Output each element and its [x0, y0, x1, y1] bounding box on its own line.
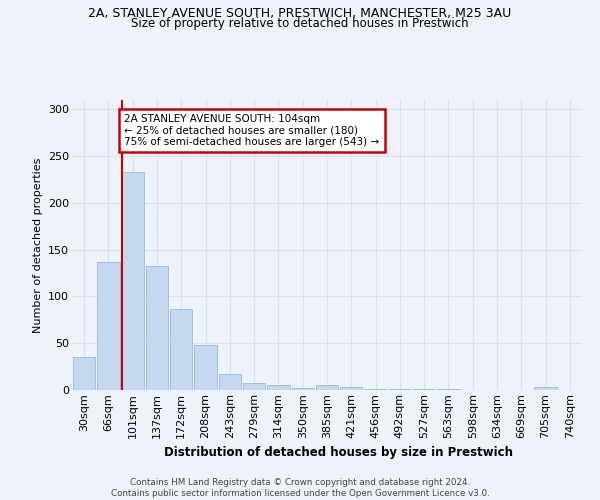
Text: Contains HM Land Registry data © Crown copyright and database right 2024.
Contai: Contains HM Land Registry data © Crown c… [110, 478, 490, 498]
Text: 2A, STANLEY AVENUE SOUTH, PRESTWICH, MANCHESTER, M25 3AU: 2A, STANLEY AVENUE SOUTH, PRESTWICH, MAN… [88, 8, 512, 20]
Bar [413, 389, 436, 390]
Bar [389, 389, 411, 390]
Bar [437, 389, 460, 390]
Bar [340, 387, 362, 390]
Y-axis label: Number of detached properties: Number of detached properties [32, 158, 43, 332]
Bar [267, 386, 290, 390]
Bar [364, 389, 387, 390]
Bar [194, 345, 217, 390]
Bar [243, 384, 265, 390]
Bar [97, 262, 119, 390]
Bar [170, 308, 193, 390]
Text: Distribution of detached houses by size in Prestwich: Distribution of detached houses by size … [164, 446, 514, 459]
Bar [146, 266, 168, 390]
Bar [292, 388, 314, 390]
Bar [122, 172, 144, 390]
Bar [316, 386, 338, 390]
Text: Size of property relative to detached houses in Prestwich: Size of property relative to detached ho… [131, 18, 469, 30]
Bar [73, 358, 95, 390]
Bar [218, 374, 241, 390]
Bar [535, 387, 557, 390]
Text: 2A STANLEY AVENUE SOUTH: 104sqm
← 25% of detached houses are smaller (180)
75% o: 2A STANLEY AVENUE SOUTH: 104sqm ← 25% of… [124, 114, 379, 147]
